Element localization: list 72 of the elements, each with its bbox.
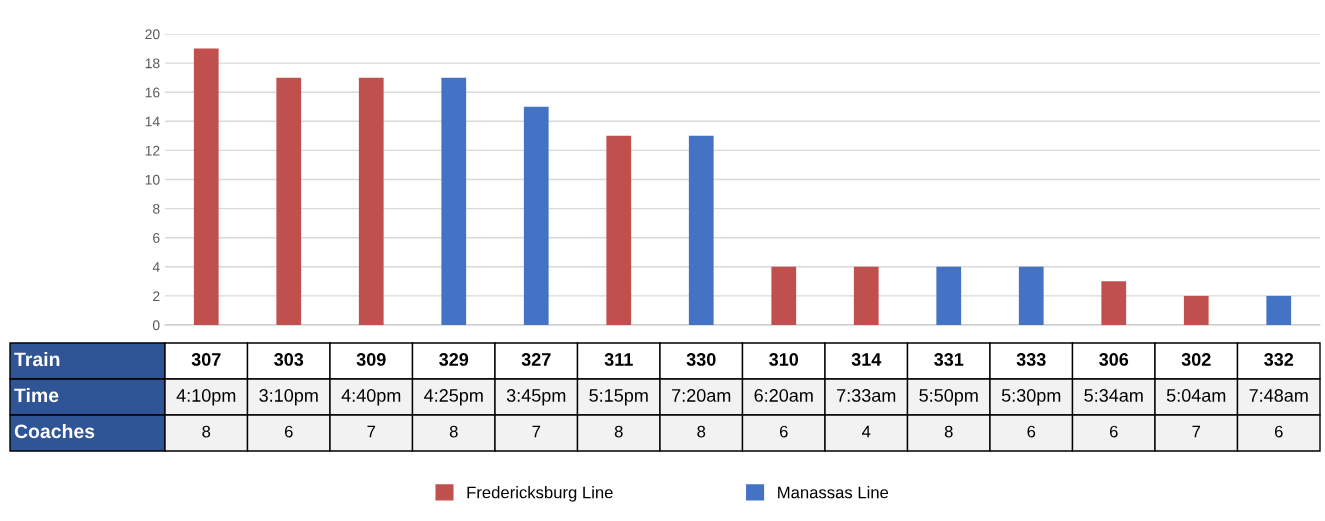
x-tick-label: 333 [1016,353,1046,366]
text: 6 [284,425,293,438]
bar [688,135,714,325]
legend-label: Manassas Line [778,486,889,499]
text: 7 [1192,425,1201,438]
y-tick-label: 8 [153,203,160,214]
x-tick-label: 306 [1099,353,1129,366]
bar [936,266,962,325]
text: 7 [532,425,541,438]
x-tick-label: 331 [934,353,964,366]
text: 5:15pm [589,389,648,406]
text: 7 [367,425,376,438]
text: 6 [779,425,788,438]
y-tick-label: 20 [145,29,160,40]
bar [1183,295,1209,325]
text: 6 [1027,425,1036,438]
y-tick-label: 10 [145,174,160,185]
legend-label: Fredericksburg Line [467,486,613,502]
y-tick-label: 2 [153,291,160,301]
x-tick-label: 330 [686,353,716,366]
text: 3:10pm [259,389,318,406]
bar [1101,281,1127,325]
y-tick-label: 0 [152,320,160,331]
text: 4:25pm [424,389,483,406]
text: 8 [202,425,211,438]
text: 4:10pm [176,389,236,406]
text: Coaches [14,423,95,439]
x-tick-label: 307 [191,353,221,366]
x-tick-label: 327 [521,353,551,366]
text: 8 [449,425,458,438]
bar [441,77,467,325]
text: 7:33am [837,389,896,402]
text: 7:48am [1249,389,1308,402]
text: 5:04am [1166,389,1226,402]
bar [358,77,384,325]
y-tick-label: 6 [153,233,160,243]
x-tick-label: 302 [1181,353,1211,366]
x-tick-label: 310 [769,353,799,366]
y-tick-label: 16 [145,87,160,98]
text: 4:40pm [341,389,401,406]
text: 7:20am [672,389,731,402]
x-tick-label: 329 [439,353,469,366]
text: 8 [944,425,953,438]
text: 6:20am [754,389,813,402]
text: 5:30pm [1001,389,1061,406]
bar [523,106,549,325]
y-tick-label: 4 [152,262,160,272]
text: 4 [862,425,871,438]
y-tick-label: 18 [145,58,160,69]
text: 6 [1109,425,1118,438]
x-tick-label: 311 [604,353,633,366]
text: 6 [1274,425,1283,438]
text: 5:34am [1084,389,1143,402]
bar [276,77,302,325]
text: Time [14,387,59,403]
bar [1018,266,1044,325]
text: 8 [614,425,623,438]
text: 8 [697,425,706,438]
x-tick-label: 314 [851,353,882,366]
bar [771,266,797,325]
x-tick-label: 309 [356,353,386,366]
y-tick-label: 12 [145,145,160,156]
x-tick-label: 303 [274,353,304,366]
text: 3:45pm [506,389,566,406]
bar [193,48,219,325]
bar [853,266,879,325]
x-tick-label: 332 [1264,353,1294,366]
text: 5:50pm [919,389,978,406]
bar [1266,295,1292,325]
y-tick-label: 14 [145,116,160,127]
bar [606,135,632,325]
text: Train [14,351,60,367]
